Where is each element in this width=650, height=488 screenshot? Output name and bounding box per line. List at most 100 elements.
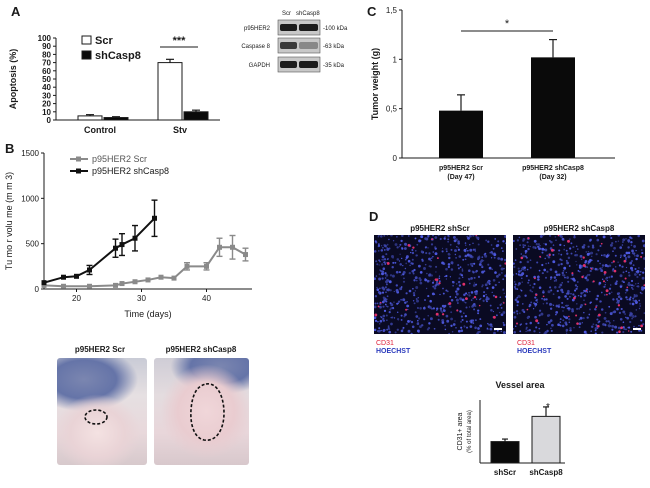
vessel-speck xyxy=(473,295,477,299)
chart-c-y-tick-label: 1,5 xyxy=(386,6,398,15)
chart-b-y-tick-label: 500 xyxy=(26,240,40,249)
nuclei-speck xyxy=(395,270,399,274)
nuclei-speck xyxy=(541,297,544,300)
nuclei-speck xyxy=(641,276,645,280)
nuclei-speck xyxy=(417,296,420,299)
nuclei-speck xyxy=(481,284,484,287)
nuclei-speck xyxy=(472,271,475,274)
nuclei-speck xyxy=(527,279,530,282)
nuclei-speck xyxy=(529,266,532,269)
nuclei-speck xyxy=(563,248,566,251)
nuclei-speck xyxy=(529,289,532,292)
nuclei-speck xyxy=(445,289,448,292)
nuclei-speck xyxy=(464,258,467,261)
nuclei-speck xyxy=(454,253,457,256)
nuclei-speck xyxy=(377,235,380,237)
nuclei-speck xyxy=(636,275,639,279)
chart-a-bar-shcasp8 xyxy=(183,111,209,121)
nuclei-speck xyxy=(419,281,423,285)
vessel-speck xyxy=(600,242,603,245)
vessel-speck xyxy=(584,303,587,306)
nuclei-speck xyxy=(635,249,637,252)
nuclei-speck xyxy=(463,293,466,297)
nuclei-speck xyxy=(557,323,560,327)
nuclei-speck xyxy=(477,275,481,278)
chart-d-title: Vessel area xyxy=(495,380,545,390)
nuclei-speck xyxy=(385,298,388,301)
nuclei-speck xyxy=(531,286,535,289)
nuclei-speck xyxy=(513,239,515,243)
nuclei-speck xyxy=(635,257,638,261)
nuclei-speck xyxy=(380,245,383,247)
blot-lane-label-shcasp8: shCasp8 xyxy=(296,11,320,17)
nuclei-speck xyxy=(559,283,563,287)
nuclei-speck xyxy=(496,329,499,332)
nuclei-speck xyxy=(413,268,416,272)
nuclei-speck xyxy=(562,319,565,322)
nuclei-speck xyxy=(636,254,639,258)
nuclei-speck xyxy=(445,314,449,318)
nuclei-speck xyxy=(615,280,618,283)
nuclei-speck xyxy=(571,308,574,311)
chart-a-x-tick-label: Control xyxy=(84,125,116,135)
nuclei-speck xyxy=(608,287,612,290)
micrograph-stain-hoechst-right: HOECHST xyxy=(517,348,552,355)
chart-c-bar xyxy=(439,110,483,158)
chart-a-y-tick-label: 70 xyxy=(42,59,51,68)
nuclei-speck xyxy=(446,319,450,323)
nuclei-speck xyxy=(586,252,590,256)
vessel-speck xyxy=(539,255,542,258)
nuclei-speck xyxy=(514,298,518,302)
nuclei-speck xyxy=(374,302,377,305)
nuclei-speck xyxy=(455,292,459,296)
nuclei-speck xyxy=(434,236,438,239)
nuclei-speck xyxy=(500,306,503,309)
vessel-speck xyxy=(504,262,506,265)
nuclei-speck xyxy=(622,271,625,274)
nuclei-speck xyxy=(426,328,430,331)
nuclei-speck xyxy=(434,284,437,287)
nuclei-speck xyxy=(471,305,474,308)
nuclei-speck xyxy=(516,304,519,307)
nuclei-speck xyxy=(618,264,621,267)
nuclei-speck xyxy=(378,264,380,266)
vessel-speck xyxy=(535,293,538,297)
vessel-speck xyxy=(550,248,554,252)
nuclei-speck xyxy=(417,264,421,268)
nuclei-speck xyxy=(441,250,444,253)
nuclei-speck xyxy=(572,246,575,249)
nuclei-speck xyxy=(374,319,378,323)
nuclei-speck xyxy=(569,329,572,332)
nuclei-speck xyxy=(550,240,553,244)
nuclei-speck xyxy=(383,309,387,313)
nuclei-speck xyxy=(515,272,518,275)
nuclei-speck xyxy=(579,254,583,258)
nuclei-speck xyxy=(416,243,419,246)
nuclei-speck xyxy=(476,236,480,240)
blot-row-label: p95HER2 xyxy=(244,26,271,32)
vessel-speck xyxy=(582,264,586,267)
nuclei-speck xyxy=(396,258,400,261)
nuclei-speck xyxy=(581,322,583,324)
nuclei-speck xyxy=(550,327,552,330)
nuclei-speck xyxy=(617,326,621,330)
blot-marker-label: -100 kDa xyxy=(323,26,348,32)
nuclei-speck xyxy=(488,266,492,270)
vessel-speck xyxy=(502,302,505,304)
nuclei-speck xyxy=(468,235,472,238)
nuclei-speck xyxy=(590,251,593,255)
nuclei-speck xyxy=(522,246,525,248)
photo-label-shcasp8: p95HER2 shCasp8 xyxy=(166,345,237,354)
nuclei-speck xyxy=(514,283,517,286)
nuclei-speck xyxy=(599,244,602,248)
nuclei-speck xyxy=(573,236,576,239)
vessel-speck xyxy=(605,289,609,293)
nuclei-speck xyxy=(521,272,525,276)
nuclei-speck xyxy=(627,246,630,249)
nuclei-speck xyxy=(584,261,587,264)
nuclei-speck xyxy=(638,273,641,276)
nuclei-speck xyxy=(534,315,537,319)
nuclei-speck xyxy=(447,238,450,241)
chart-c-x-tick-label: p95HER2 shCasp8 xyxy=(522,165,584,172)
nuclei-speck xyxy=(463,301,466,303)
